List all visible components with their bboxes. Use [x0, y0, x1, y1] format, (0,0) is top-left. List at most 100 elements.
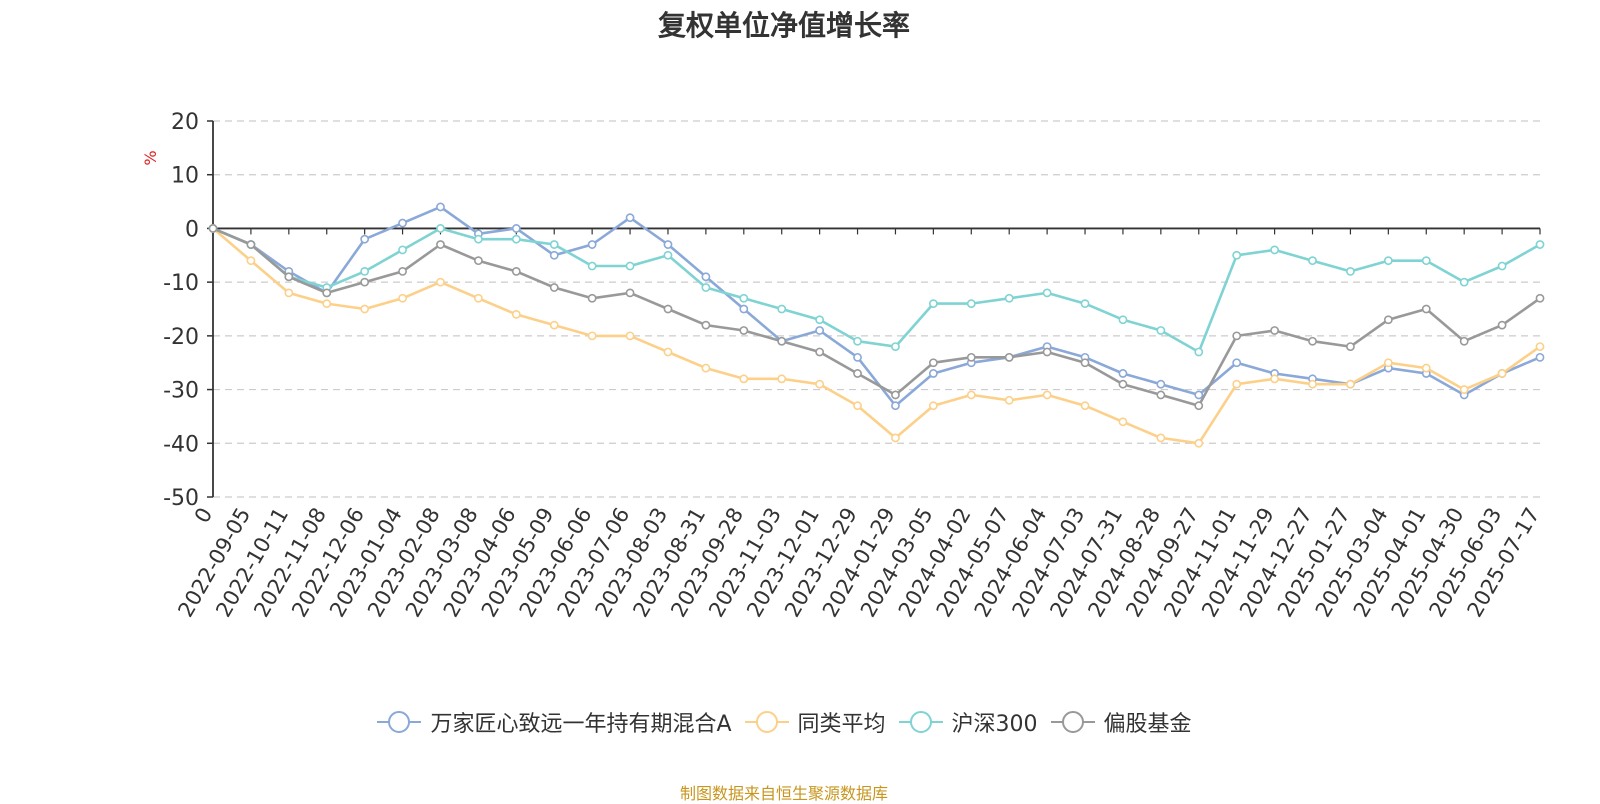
data-point: [1421, 304, 1431, 314]
data-point: [663, 347, 673, 357]
data-point: [473, 256, 483, 266]
data-point: [398, 218, 407, 228]
data-point: [853, 401, 862, 411]
legend-swatch-icon: [1050, 711, 1095, 733]
data-point: [815, 326, 825, 335]
data-point: [436, 224, 445, 233]
data-point: [360, 304, 370, 314]
data-point: [701, 272, 711, 282]
data-point: [625, 213, 635, 223]
data-point: [549, 283, 559, 292]
data-point: [891, 342, 900, 351]
data-point: [360, 266, 370, 276]
data-point: [1118, 369, 1128, 378]
data-point: [284, 288, 294, 298]
data-point: [1042, 390, 1052, 400]
data-point: [587, 293, 597, 303]
data-point: [1535, 352, 1545, 362]
data-point: [1080, 299, 1090, 309]
y-tick-label: -50: [163, 486, 199, 511]
data-point: [1004, 293, 1014, 303]
data-point: [815, 347, 825, 357]
grid-lines: [213, 120, 1540, 498]
data-point: [1308, 379, 1317, 389]
data-point: [1421, 256, 1431, 266]
data-point: [1194, 438, 1204, 448]
data-point: [1308, 256, 1317, 266]
data-point: [322, 288, 332, 298]
data-point: [1232, 250, 1242, 260]
data-point: [208, 224, 218, 233]
data-point: [625, 261, 635, 271]
legend-swatch-icon: [898, 711, 943, 733]
data-point: [928, 358, 938, 368]
y-axis-label: %: [141, 150, 160, 165]
data-point: [1459, 277, 1469, 287]
data-point: [1459, 385, 1469, 394]
data-point: [701, 363, 711, 373]
data-point: [1232, 358, 1242, 368]
series-0: [208, 202, 1545, 411]
data-point: [853, 336, 862, 346]
data-point: [1346, 266, 1355, 276]
legend-label: 沪深300: [951, 712, 1038, 737]
data-point: [966, 390, 976, 400]
data-point: [549, 250, 559, 260]
data-point: [815, 379, 825, 389]
y-tick-label: -10: [163, 271, 199, 296]
data-point: [1118, 315, 1128, 325]
y-tick-label: -20: [163, 325, 199, 350]
data-point: [1080, 401, 1090, 411]
source-note: 制图数据来自恒生聚源数据库: [679, 784, 888, 803]
data-point: [1383, 315, 1393, 325]
data-point: [1194, 390, 1204, 400]
data-point: [436, 202, 445, 212]
data-point: [1194, 347, 1204, 357]
data-point: [701, 320, 711, 330]
y-tick-label: -30: [163, 379, 199, 404]
chart-title: 复权单位净值增长率: [657, 9, 910, 42]
data-point: [360, 277, 370, 287]
data-point: [1308, 336, 1317, 346]
data-point: [436, 240, 445, 249]
data-point: [360, 234, 370, 244]
data-point: [511, 224, 521, 233]
data-point: [739, 293, 749, 303]
data-point: [322, 299, 332, 309]
legend-item[interactable]: 沪深300: [898, 706, 1038, 738]
y-tick-label: 0: [185, 217, 199, 242]
data-point: [1270, 374, 1279, 384]
data-point: [625, 331, 635, 341]
legend-label: 偏股基金: [1103, 712, 1192, 737]
data-point: [739, 304, 749, 314]
series-3: [208, 224, 1545, 411]
data-point: [853, 352, 862, 362]
data-point: [549, 240, 559, 249]
legend-item[interactable]: 同类平均: [744, 706, 886, 738]
data-point: [966, 352, 976, 362]
data-point: [663, 304, 673, 314]
legend-label: 同类平均: [797, 712, 886, 737]
legend-item[interactable]: 偏股基金: [1050, 706, 1192, 738]
data-point: [1535, 293, 1545, 303]
data-point: [587, 240, 597, 249]
data-point: [1270, 326, 1279, 335]
data-point: [777, 336, 787, 346]
data-point: [398, 293, 407, 303]
data-point: [473, 293, 483, 303]
axes: [207, 120, 1541, 498]
data-point: [587, 261, 597, 271]
data-point: [966, 299, 976, 309]
data-point: [1156, 326, 1166, 335]
legend-label: 万家匠心致远一年持有期混合A: [430, 712, 732, 737]
data-point: [1232, 379, 1242, 389]
legend-item[interactable]: 万家匠心致远一年持有期混合A: [376, 706, 732, 738]
data-point: [473, 234, 483, 244]
data-point: [815, 315, 825, 325]
data-point: [701, 283, 711, 292]
data-point: [1156, 433, 1166, 443]
data-point: [928, 401, 938, 411]
data-point: [1232, 331, 1242, 341]
legend: 万家匠心致远一年持有期混合A 同类平均 沪深300 偏股基金: [0, 706, 1568, 741]
